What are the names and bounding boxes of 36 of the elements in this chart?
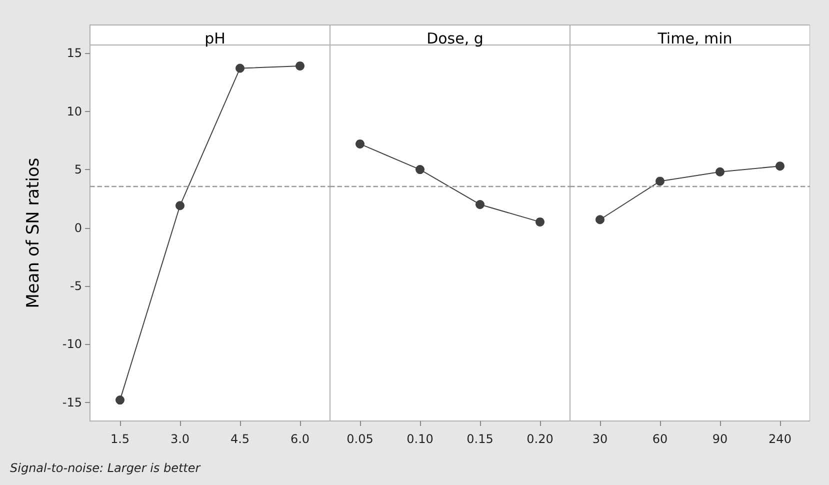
x-tick-label: 90 [712,432,728,446]
point [176,201,184,210]
x-tick-label: 0.15 [466,432,494,446]
point [416,165,424,174]
y-tick-label: 5 [74,162,82,177]
point [356,139,364,148]
x-tick-label: 1.5 [110,432,130,446]
x-tick-label: 30 [592,432,608,446]
point [656,176,664,186]
y-tick-label: -10 [62,337,82,352]
x-tick-label: 240 [768,432,792,446]
y-tick-label: -5 [70,278,82,293]
y-tick-label: 15 [66,46,82,60]
point [296,61,304,70]
point [116,396,124,405]
chart-title: Dose, g [426,30,484,48]
point [596,215,604,224]
point [776,162,784,171]
point [236,64,244,73]
y-tick-label: 10 [66,104,82,118]
x-tick-label: 60 [652,432,668,446]
x-tick-label: 6.0 [290,432,310,446]
text: Signal-to-noise: Larger is better [10,461,202,475]
point [476,200,484,209]
x-tick-label: 3.0 [170,432,190,446]
y-axis-title: Mean of SN ratios [24,158,44,308]
y-tick-label: 0 [74,220,82,235]
chart-title: Time, min [656,30,732,48]
x-tick-label: 0.10 [406,432,434,446]
x-tick-label: 0.20 [526,432,554,446]
point [716,167,724,176]
x-tick-label: 4.5 [230,432,250,446]
y-tick-label: -15 [62,395,82,410]
chart-title: pH [204,30,226,48]
point [536,217,544,226]
x-tick-label: 0.05 [346,432,374,446]
